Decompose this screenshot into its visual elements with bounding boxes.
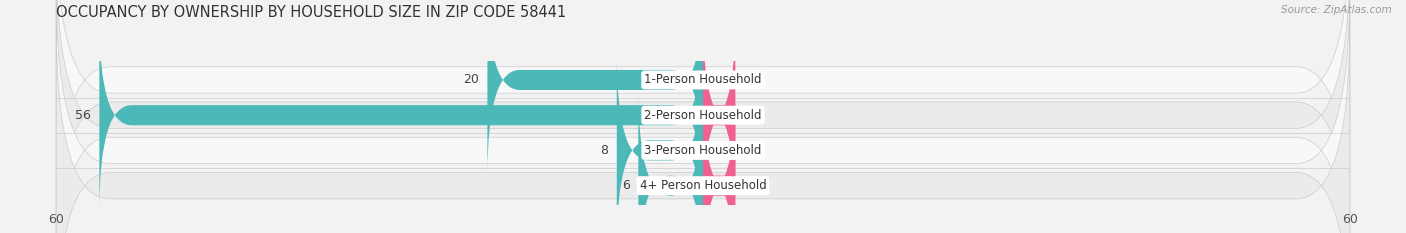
FancyBboxPatch shape (56, 23, 1350, 233)
FancyBboxPatch shape (488, 0, 703, 176)
Text: 1-Person Household: 1-Person Household (644, 73, 762, 86)
Text: 4+ Person Household: 4+ Person Household (640, 179, 766, 192)
Text: 0: 0 (711, 144, 720, 157)
FancyBboxPatch shape (703, 90, 735, 233)
Text: 8: 8 (600, 144, 609, 157)
Text: 0: 0 (711, 73, 720, 86)
Text: 3-Person Household: 3-Person Household (644, 144, 762, 157)
FancyBboxPatch shape (56, 0, 1350, 233)
Text: 3: 3 (744, 109, 752, 122)
FancyBboxPatch shape (56, 0, 1350, 233)
Text: 3: 3 (744, 179, 752, 192)
FancyBboxPatch shape (617, 55, 703, 233)
Text: 56: 56 (75, 109, 91, 122)
FancyBboxPatch shape (703, 20, 735, 211)
Text: 2-Person Household: 2-Person Household (644, 109, 762, 122)
FancyBboxPatch shape (638, 90, 703, 233)
Text: OCCUPANCY BY OWNERSHIP BY HOUSEHOLD SIZE IN ZIP CODE 58441: OCCUPANCY BY OWNERSHIP BY HOUSEHOLD SIZE… (56, 5, 567, 20)
Text: Source: ZipAtlas.com: Source: ZipAtlas.com (1281, 5, 1392, 15)
FancyBboxPatch shape (100, 20, 703, 211)
Text: 20: 20 (463, 73, 479, 86)
FancyBboxPatch shape (56, 0, 1350, 233)
Text: 6: 6 (621, 179, 630, 192)
